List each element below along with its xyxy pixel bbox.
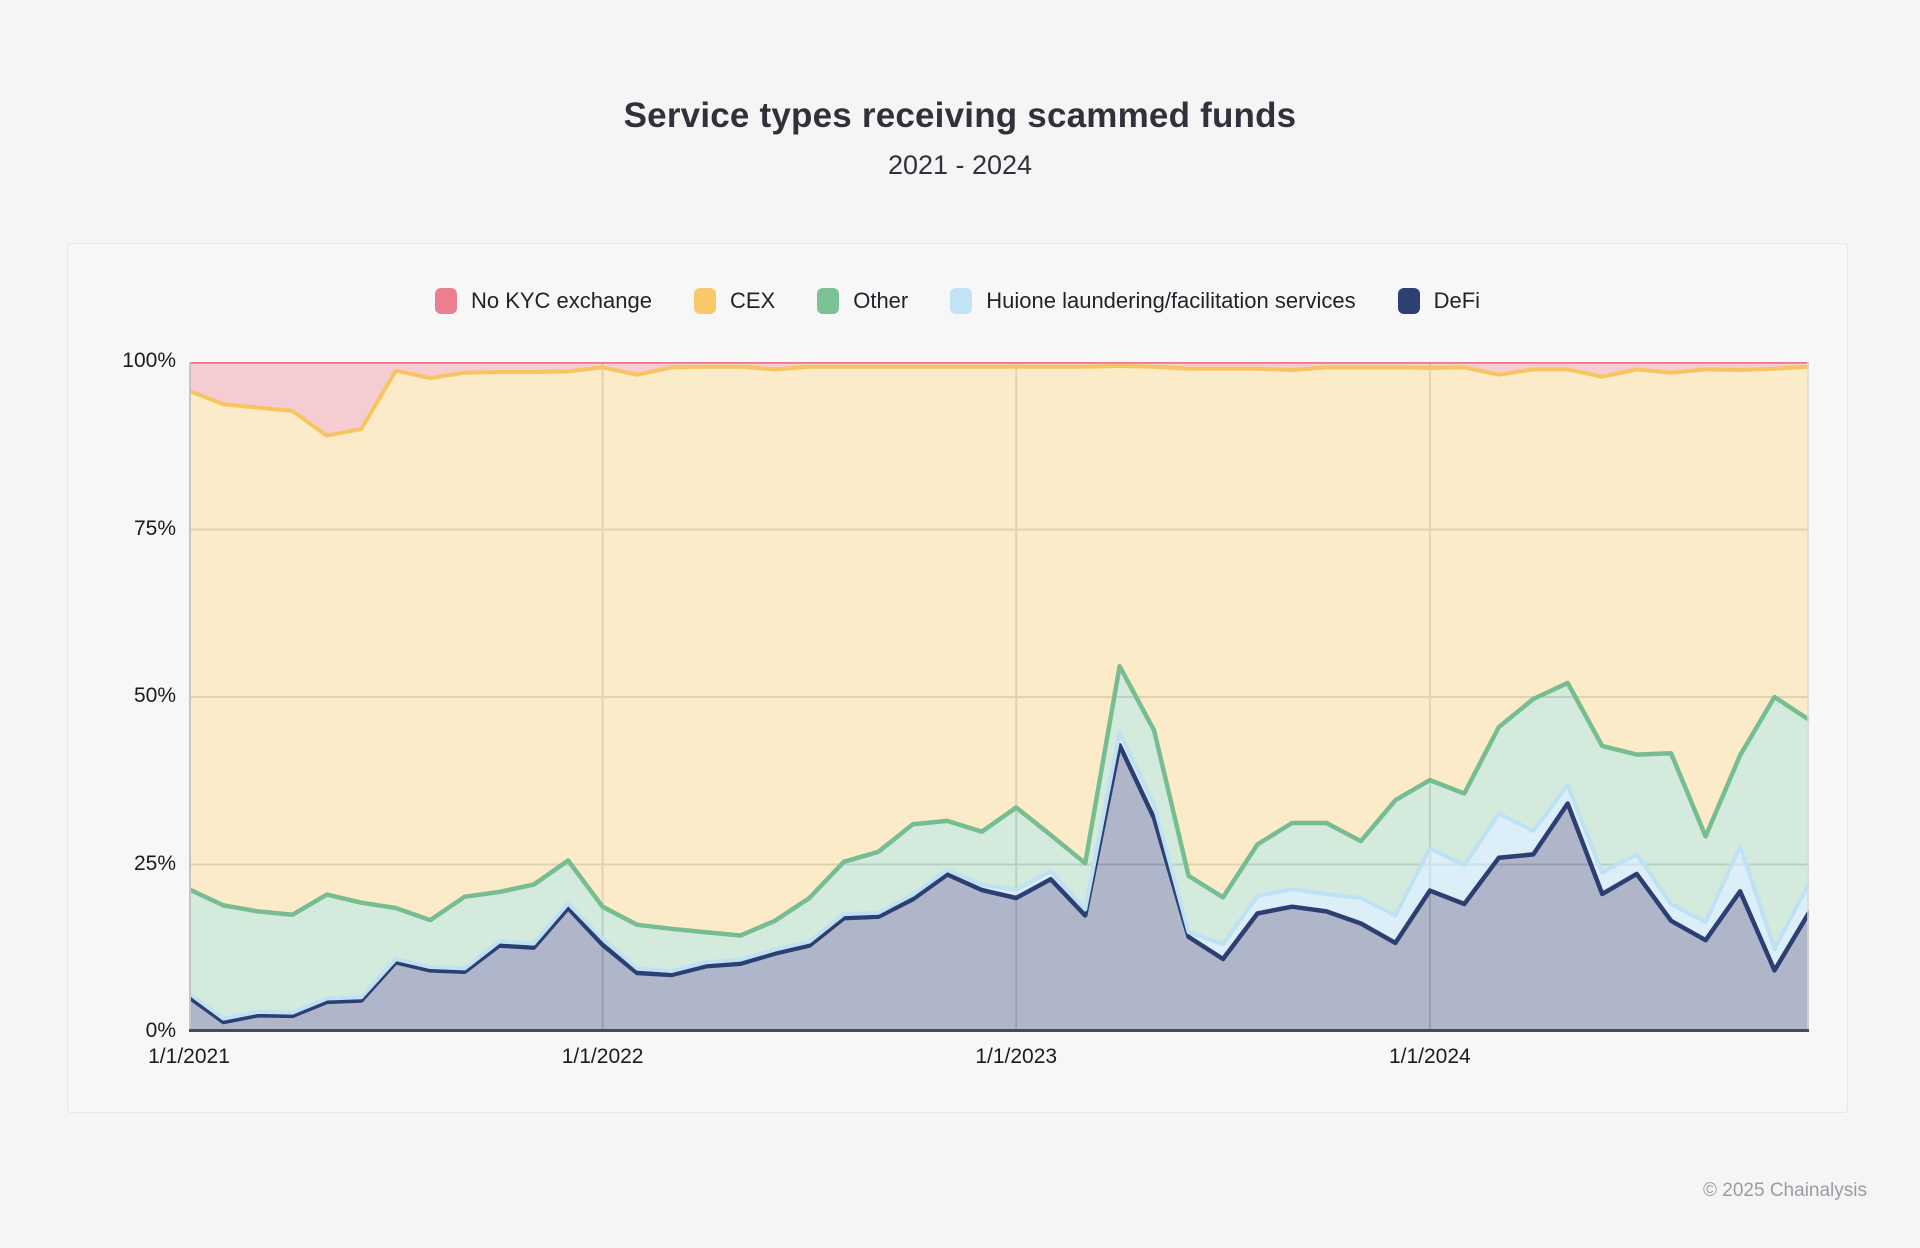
legend-item-huione: Huione laundering/facilitation services <box>950 288 1356 314</box>
legend-swatch-cex <box>693 288 716 314</box>
line-defi <box>189 742 1809 1025</box>
legend-item-defi: DeFi <box>1397 288 1481 314</box>
legend-item-cex: CEX <box>693 288 776 314</box>
y-axis-label-25: 25% <box>133 851 176 875</box>
legend-label-cex: CEX <box>729 288 776 313</box>
chart-subtitle: 2021 - 2024 <box>887 150 1033 180</box>
legend-item-no-kyc: No KYC exchange <box>434 288 652 314</box>
x-axis-label-1-1-2022: 1/1/2022 <box>561 1045 644 1068</box>
legend-label-huione: Huione laundering/facilitation services <box>986 288 1356 313</box>
x-axis-label-1-1-2023: 1/1/2023 <box>975 1045 1058 1068</box>
copyright: © 2025 Chainalysis <box>1703 1180 1867 1201</box>
x-axis-label-1-1-2021: 1/1/2021 <box>148 1045 230 1068</box>
legend-label-no-kyc: No KYC exchange <box>470 288 652 313</box>
legend-label-defi: DeFi <box>1433 288 1481 313</box>
chart-card: No KYC exchange CEX Other Huione laundering… <box>67 243 1848 1113</box>
area-defi <box>189 745 1809 1032</box>
legend-item-other: Other <box>817 288 908 314</box>
chart-legend: No KYC exchange CEX Other Huione laundering… <box>68 288 1847 314</box>
y-axis-label-75: 75% <box>133 516 176 540</box>
line-huione <box>189 730 1809 1021</box>
y-axis-label-0: 0% <box>145 1019 176 1042</box>
y-axis-label-100: 100% <box>122 349 176 372</box>
line-cex <box>189 364 1809 438</box>
x-axis-label-1-1-2024: 1/1/2024 <box>1388 1045 1471 1068</box>
area-other <box>189 666 1809 1019</box>
stacked-area-chart <box>189 362 1809 1032</box>
legend-swatch-no-kyc <box>434 288 457 314</box>
legend-label-other: Other <box>853 288 909 313</box>
legend-swatch-other <box>817 288 840 314</box>
plot-svg <box>189 362 1809 1032</box>
chart-title: Service types receiving scammed funds <box>623 96 1297 135</box>
line-other <box>189 663 1809 938</box>
y-axis-label-50: 50% <box>133 684 176 707</box>
legend-swatch-defi <box>1397 288 1420 314</box>
legend-swatch-huione <box>950 288 973 314</box>
